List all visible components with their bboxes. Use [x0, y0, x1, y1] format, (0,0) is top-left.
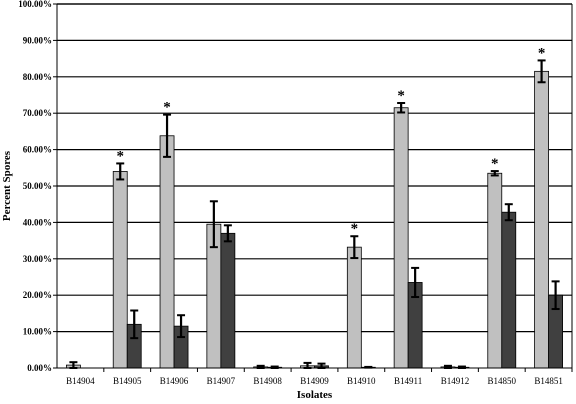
- y-tick-label: 50.00%: [23, 181, 52, 191]
- x-tick-label: B14904: [66, 376, 95, 386]
- x-tick-label: B14851: [534, 376, 563, 386]
- error-bars: [69, 59, 560, 369]
- significance-star: *: [397, 88, 405, 104]
- x-tick-label: B14910: [347, 376, 376, 386]
- x-axis-categories: B14904 B14905 B14906 B14907 B14908 B14909 B149…: [66, 368, 573, 386]
- significance-star: *: [163, 100, 171, 116]
- gridlines: [57, 3, 573, 368]
- significance-star: *: [116, 148, 124, 164]
- y-tick-label: 60.00%: [23, 145, 52, 155]
- y-axis-ticks: 0.00% 10.00% 20.00% 30.00% 40.00% 50.00% 60.00…: [18, 0, 57, 373]
- y-tick-label: 30.00%: [23, 254, 52, 264]
- y-tick-label: 90.00%: [23, 35, 52, 45]
- significance-star: *: [351, 221, 359, 237]
- bar: [346, 246, 362, 369]
- x-tick-label: B14908: [253, 376, 282, 386]
- y-tick-label: 70.00%: [23, 108, 52, 118]
- x-tick-label: B14912: [441, 376, 470, 386]
- bar: [220, 232, 236, 369]
- significance-star: *: [491, 156, 499, 172]
- y-axis-title: Percent Spores: [1, 150, 13, 221]
- x-tick-label: B14909: [300, 376, 329, 386]
- bar: [112, 171, 128, 369]
- x-axis-title: Isolates: [297, 389, 333, 401]
- x-tick-label: B14911: [394, 376, 422, 386]
- y-tick-label: 80.00%: [23, 72, 52, 82]
- bars: [66, 70, 563, 369]
- significance-star: *: [538, 45, 546, 61]
- y-tick-label: 40.00%: [23, 217, 52, 227]
- bar: [534, 70, 549, 369]
- x-tick-label: B14906: [160, 376, 189, 386]
- y-tick-label: 10.00%: [23, 327, 52, 337]
- y-tick-label: 100.00%: [18, 0, 52, 9]
- y-tick-label: 0.00%: [27, 363, 52, 373]
- x-tick-label: B14905: [113, 376, 142, 386]
- bar: [393, 107, 409, 369]
- x-tick-label: B14850: [488, 376, 517, 386]
- x-tick-label: B14907: [207, 376, 236, 386]
- bar: [487, 172, 503, 369]
- significance-markers: * * * * * *: [116, 45, 545, 237]
- y-tick-label: 20.00%: [23, 290, 52, 300]
- bar: [501, 211, 517, 369]
- bar: [159, 135, 175, 369]
